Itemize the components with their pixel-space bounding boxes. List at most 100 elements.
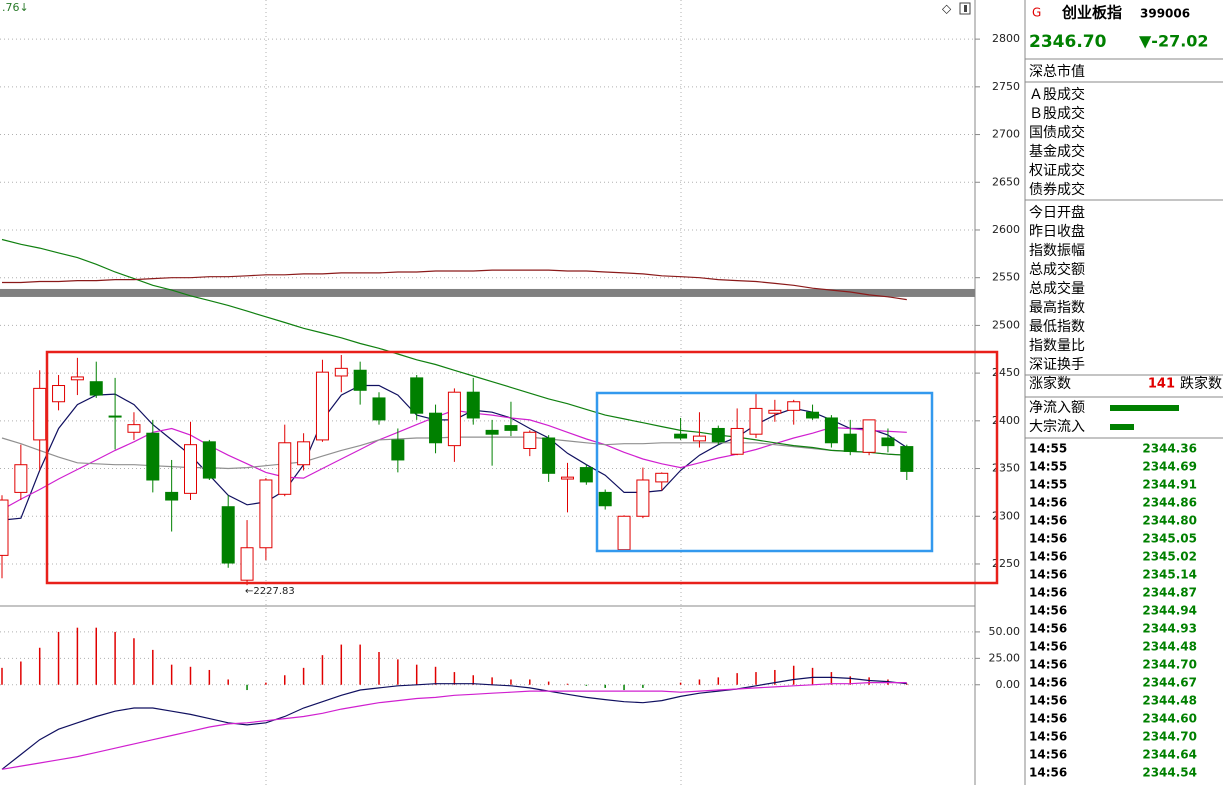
candle-body <box>881 437 895 447</box>
tick-price: 2344.60 <box>1142 712 1197 726</box>
tick-time: 14:56 <box>1029 550 1067 564</box>
level-band <box>0 288 975 297</box>
candle-body <box>504 425 518 431</box>
tick-time: 14:56 <box>1029 676 1067 690</box>
window-icon[interactable] <box>959 2 971 15</box>
tick-price: 2344.80 <box>1142 514 1197 528</box>
y-tick-label: 50.00 <box>989 625 1021 638</box>
tick-price: 2344.86 <box>1142 496 1197 510</box>
tick-price: 2344.64 <box>1142 748 1197 762</box>
tick-time: 14:56 <box>1029 640 1067 654</box>
stat-label: 深证换手 <box>1029 356 1085 373</box>
blue-highlight-box <box>595 391 934 553</box>
plot: 2250 2300 2350 2400 2450 2500 2550 2600 2650 2700… <box>0 32 1021 770</box>
window-icon-inner <box>964 5 967 12</box>
candle-body <box>353 369 367 391</box>
candle-body <box>52 385 66 403</box>
candle-body <box>655 472 669 483</box>
candle-body <box>692 435 706 442</box>
stat-label: 今日开盘 <box>1029 204 1085 221</box>
stat-label: 债券成交 <box>1029 181 1085 198</box>
red-highlight-box <box>45 350 999 585</box>
tick-time: 14:55 <box>1029 460 1067 474</box>
stat-label: 指数量比 <box>1029 338 1085 354</box>
moving-average-line <box>1 238 907 456</box>
diamond-icon[interactable]: ◇ <box>942 2 952 16</box>
candle-body <box>579 467 593 483</box>
top-left-label: .76↓ <box>2 1 29 14</box>
candle-body <box>598 491 612 507</box>
y-tick-label: 2750 <box>992 80 1020 93</box>
market-marker: G <box>1032 6 1041 20</box>
candle-body <box>561 476 574 480</box>
y-tick-label: 2250 <box>992 557 1020 570</box>
flow-label: 净流入额 <box>1029 400 1085 416</box>
flow-bar <box>1110 405 1179 411</box>
index-name: 创业板指 <box>1061 4 1122 22</box>
tick-time: 14:56 <box>1029 658 1067 672</box>
stat-label: 最高指数 <box>1029 299 1085 316</box>
indicator-line <box>1 682 907 770</box>
tick-time: 14:56 <box>1029 496 1067 510</box>
candle-body <box>410 377 424 414</box>
candle-body <box>70 376 84 381</box>
tick-time: 14:55 <box>1029 442 1067 456</box>
side-panel: G 创业板指 399006 2346.70 ▼-27.02 深总市值 Ａ股成交 Ｂ股成交国债成… <box>1025 4 1223 780</box>
tick-time: 14:56 <box>1029 766 1067 780</box>
candle-body <box>0 499 9 556</box>
candle-body <box>202 441 216 479</box>
tick-price: 2344.48 <box>1142 694 1197 708</box>
index-code: 399006 <box>1140 7 1190 21</box>
candle-body <box>391 439 405 461</box>
y-tick-label: 2600 <box>992 223 1020 236</box>
y-tick-label: 2800 <box>992 32 1020 45</box>
tick-time: 14:56 <box>1029 604 1067 618</box>
price-change: ▼-27.02 <box>1139 32 1209 51</box>
candle-body <box>447 391 461 447</box>
decline-label: 跌家数 <box>1180 375 1222 392</box>
candle-body <box>862 419 876 453</box>
candle-body <box>14 464 28 493</box>
tick-time: 14:55 <box>1029 478 1067 492</box>
stat-label: Ａ股成交 <box>1029 86 1085 103</box>
tick-time: 14:56 <box>1029 694 1067 708</box>
tick-time: 14:56 <box>1029 712 1067 726</box>
candle-body <box>806 411 820 419</box>
stat-label: 基金成交 <box>1029 143 1085 160</box>
moving-average-line <box>2 269 907 301</box>
stat-label: 最低指数 <box>1029 319 1085 335</box>
candle-body <box>33 387 47 441</box>
tick-price: 2344.67 <box>1142 676 1197 690</box>
candle-body <box>711 427 725 443</box>
candle-body <box>108 415 122 418</box>
candle-body <box>466 391 480 419</box>
y-tick-label: 2700 <box>992 128 1020 141</box>
advance-label: 涨家数 <box>1029 375 1071 392</box>
candle-body <box>749 407 763 435</box>
low-annotation: ←2227.83 <box>245 586 295 597</box>
candle-body <box>824 417 838 444</box>
y-tick-label: 25.00 <box>989 651 1021 664</box>
y-tick-label: 2350 <box>992 462 1020 475</box>
y-tick-label: 2550 <box>992 271 1020 284</box>
last-price: 2346.70 <box>1029 32 1107 52</box>
stat-label: 权证成交 <box>1029 162 1085 179</box>
candle-body <box>674 433 688 439</box>
tick-price: 2344.93 <box>1142 622 1197 636</box>
candle-body <box>523 431 537 450</box>
candle-body <box>146 432 160 481</box>
tick-price: 2345.05 <box>1142 532 1197 546</box>
tick-time: 14:56 <box>1029 730 1067 744</box>
tick-time: 14:56 <box>1029 748 1067 762</box>
flow-label: 大宗流入 <box>1029 419 1085 435</box>
advance-count: 141 <box>1148 377 1175 392</box>
tick-price: 2345.02 <box>1142 550 1197 564</box>
tick-price: 2345.14 <box>1142 568 1197 582</box>
tick-price: 2344.48 <box>1142 640 1197 654</box>
candle-body <box>372 397 386 421</box>
tick-price: 2344.91 <box>1142 478 1197 492</box>
candle-body <box>89 381 103 396</box>
candle-body <box>278 442 292 495</box>
tick-price: 2344.70 <box>1142 730 1197 744</box>
